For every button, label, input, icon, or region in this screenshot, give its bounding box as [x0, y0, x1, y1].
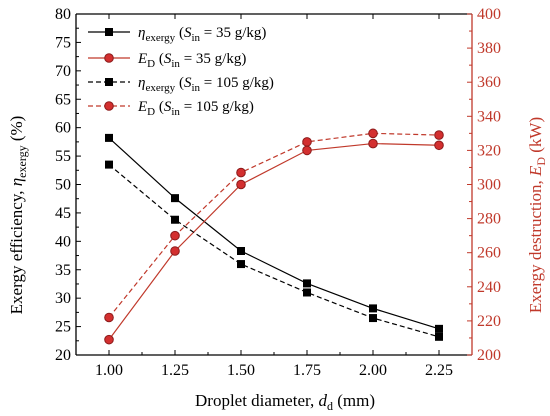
legend-marker	[104, 53, 114, 63]
y-right-tick-label: 200	[477, 347, 501, 364]
data-point	[368, 128, 378, 139]
legend-label: ED (Sin = 35 g/kg)	[137, 51, 246, 70]
series-4	[104, 128, 444, 323]
data-point	[236, 167, 246, 178]
legend-label: ED (Sin = 105 g/kg)	[137, 99, 254, 118]
data-point	[104, 334, 114, 345]
x-axis-ticks: 1.00 1.25 1.50 1.75 2.00 2.25	[95, 14, 453, 379]
data-point	[435, 332, 443, 341]
x-axis-title: Droplet diameter, dd (mm)	[195, 391, 375, 413]
y-left-tick-label: 25	[55, 319, 71, 336]
y-right-tick-label: 380	[477, 40, 501, 57]
data-point	[170, 230, 180, 241]
series-line	[108, 164, 440, 338]
legend-entry: ηexergy (Sin = 105 g/kg)	[88, 75, 274, 94]
data-point	[369, 314, 377, 323]
y-right-tick-label: 220	[477, 313, 501, 330]
data-point	[237, 246, 245, 255]
series-line	[108, 142, 440, 341]
y-left-tick-label: 50	[55, 177, 71, 194]
right-axis-ticks: 200 220 240 260 280 300 320 340 360 380 400	[467, 6, 501, 364]
legend-label: ηexergy (Sin = 35 g/kg)	[138, 25, 266, 44]
y-left-tick-label: 80	[55, 6, 71, 23]
y-right-axis-title: Exergy destruction, ED (kW)	[526, 117, 548, 313]
legend: ηexergy (Sin = 35 g/kg) ED (Sin = 35 g/kg…	[88, 25, 274, 118]
data-point	[434, 140, 444, 151]
left-axis-ticks: 20 25 30 35 40 45 50 55 60 65 70 75 80	[55, 6, 81, 364]
legend-label: ηexergy (Sin = 105 g/kg)	[138, 75, 274, 94]
y-left-tick-label: 65	[55, 91, 71, 108]
y-left-tick-label: 30	[55, 290, 71, 307]
data-point	[434, 130, 444, 140]
series-layer	[104, 128, 444, 345]
legend-entry: ED (Sin = 105 g/kg)	[88, 99, 254, 118]
y-right-tick-label: 320	[477, 142, 501, 159]
x-tick-label: 2.00	[359, 362, 387, 379]
series-2	[104, 138, 444, 345]
data-point	[435, 324, 443, 333]
x-tick-label: 2.25	[425, 362, 453, 379]
data-point	[368, 138, 378, 149]
series-line	[108, 137, 440, 330]
legend-marker	[105, 78, 113, 86]
y-right-tick-label: 400	[477, 6, 501, 23]
legend-marker	[104, 101, 114, 111]
y-left-tick-label: 60	[55, 120, 71, 137]
series-1	[105, 133, 443, 333]
legend-marker	[105, 28, 113, 36]
x-tick-label: 1.25	[161, 362, 189, 379]
data-point	[170, 246, 180, 256]
y-right-tick-label: 340	[477, 108, 501, 125]
y-right-tick-label: 300	[477, 177, 501, 194]
data-point	[302, 137, 312, 147]
series-line	[108, 132, 440, 318]
y-left-tick-label: 45	[55, 205, 71, 222]
y-left-axis-title: Exergy efficiency, ηexergy (%)	[7, 116, 29, 315]
y-left-tick-label: 70	[55, 63, 71, 80]
data-point	[236, 179, 246, 190]
data-point	[105, 133, 113, 142]
y-left-tick-label: 35	[55, 262, 71, 279]
x-tick-label: 1.50	[227, 362, 255, 379]
data-point	[104, 312, 114, 323]
data-point	[303, 279, 311, 288]
x-tick-label: 1.75	[293, 362, 321, 379]
y-right-tick-label: 260	[477, 245, 501, 262]
data-point	[105, 160, 113, 169]
data-point	[302, 145, 312, 156]
x-tick-label: 1.00	[95, 362, 123, 379]
data-point	[303, 288, 311, 297]
y-right-tick-label: 360	[477, 74, 501, 91]
data-point	[237, 260, 245, 269]
data-point	[171, 194, 179, 203]
data-point	[171, 215, 179, 224]
legend-entry: ED (Sin = 35 g/kg)	[88, 51, 246, 70]
y-left-tick-label: 20	[55, 347, 71, 364]
y-left-tick-label: 55	[55, 148, 71, 165]
y-left-tick-label: 75	[55, 34, 71, 51]
data-point	[369, 304, 377, 313]
y-right-tick-label: 240	[477, 279, 501, 296]
y-right-tick-label: 280	[477, 211, 501, 228]
legend-entry: ηexergy (Sin = 35 g/kg)	[88, 25, 266, 44]
series-3	[105, 160, 443, 341]
y-left-tick-label: 40	[55, 233, 71, 250]
